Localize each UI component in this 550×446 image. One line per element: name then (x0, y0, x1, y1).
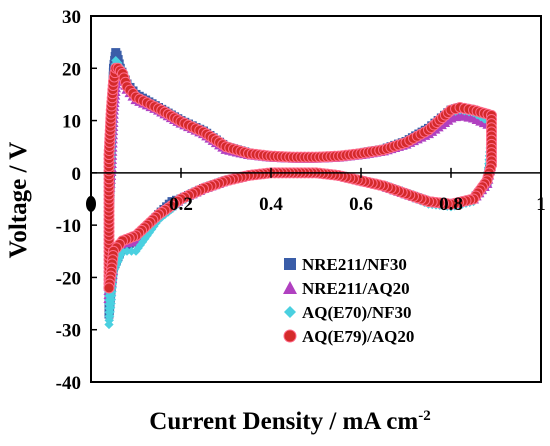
plot-area (103, 48, 497, 329)
y-tick-label: -40 (56, 373, 81, 394)
y-tick-label: 0 (72, 164, 82, 185)
legend-item: AQ(E79)/AQ20 (283, 327, 414, 346)
y-axis-title: Voltage / V (5, 142, 32, 259)
legend-marker (283, 329, 297, 343)
data-point (103, 282, 115, 294)
origin-marker (86, 195, 96, 212)
x-axis-title-superscript: -2 (418, 408, 431, 424)
legend-item: NRE211/NF30 (284, 255, 407, 274)
series-3 (103, 62, 497, 294)
legend-marker (284, 306, 296, 318)
x-tick-label: 0.4 (259, 194, 283, 215)
x-axis-title-main: Current Density / mA cm (149, 408, 418, 435)
x-tick-label: 1 (536, 194, 546, 215)
legend-label: NRE211/NF30 (302, 255, 407, 274)
y-tick-label: 30 (62, 7, 81, 28)
y-tick-label: -30 (56, 321, 81, 342)
y-tick-label: 20 (62, 59, 81, 80)
axes: 30 20 10 0 -10 -20 -30 -40 0.2 0.4 0.6 0.8 1 (56, 7, 546, 394)
x-tick-label: 0.8 (439, 194, 463, 215)
legend-marker (283, 281, 297, 294)
legend-label: NRE211/AQ20 (302, 279, 410, 298)
legend: NRE211/NF30 NRE211/AQ20 AQ(E70)/NF30 AQ(E79… (283, 255, 414, 346)
x-tick-label: 0.6 (349, 194, 373, 215)
legend-label: AQ(E70)/NF30 (302, 303, 412, 322)
y-tick-label: -10 (56, 216, 81, 237)
y-tick-label: -20 (56, 268, 81, 289)
series-2 (104, 55, 496, 329)
y-tick-label: 10 (62, 112, 81, 133)
x-tick-label: 0.2 (169, 194, 193, 215)
x-axis-title: Current Density / mA cm-2 (149, 408, 430, 435)
data-point (104, 319, 114, 329)
legend-item: NRE211/AQ20 (283, 279, 410, 298)
series-0 (104, 48, 496, 319)
legend-item: AQ(E70)/NF30 (284, 303, 412, 322)
legend-label: AQ(E79)/AQ20 (302, 327, 414, 346)
legend-marker (284, 258, 296, 270)
